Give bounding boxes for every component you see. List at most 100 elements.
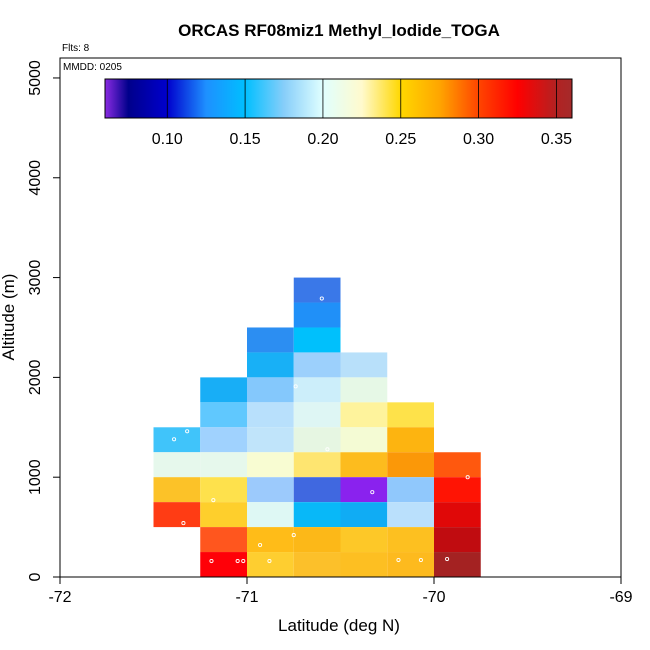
- x-axis: -72 -71 -70 -69: [48, 577, 633, 606]
- heatmap-cell: [247, 477, 294, 503]
- colorbar-tick-label: 0.20: [307, 131, 338, 148]
- heatmap-cell: [200, 452, 247, 478]
- sample-point: [211, 498, 216, 503]
- heatmap-cell: [387, 477, 434, 503]
- heatmap-cell: [200, 477, 247, 503]
- heatmap-cell: [293, 352, 341, 378]
- y-axis-label: Altitude (m): [0, 274, 18, 361]
- heatmap-cell: [200, 552, 247, 577]
- heatmap-cell: [200, 377, 247, 403]
- y-tick-label: 3000: [27, 260, 44, 296]
- heatmap-cell: [340, 452, 388, 478]
- heatmap-cell: [387, 527, 434, 553]
- heatmap-cell: [340, 402, 388, 428]
- heatmap-cell: [247, 327, 294, 353]
- flights-label: Flts: 8: [62, 43, 90, 54]
- heatmap-cell: [293, 427, 341, 453]
- x-axis-label: Latitude (deg N): [278, 616, 400, 635]
- heatmap-cell: [247, 402, 294, 428]
- heatmap-cell: [340, 552, 388, 577]
- heatmap-cell: [387, 502, 434, 528]
- y-tick-label: 2000: [27, 359, 44, 395]
- heatmap-cell: [247, 452, 294, 478]
- colorbar: 0.10 0.15 0.20 0.25 0.30 0.35: [104, 78, 573, 148]
- sample-point: [370, 490, 375, 495]
- colorbar-tick-label: 0.35: [541, 131, 572, 148]
- sample-point: [445, 556, 450, 562]
- heatmap-cell: [247, 502, 294, 528]
- heatmap-cell: [340, 527, 388, 553]
- y-axis: 0 1000 2000 3000 4000 5000: [27, 60, 60, 581]
- heatmap-cell: [340, 502, 388, 528]
- colorbar-tick-label: 0.25: [385, 131, 416, 148]
- heatmap-cell: [247, 377, 294, 403]
- heatmap-cell: [293, 552, 341, 577]
- heatmap-cell: [340, 427, 388, 453]
- sample-point: [465, 475, 470, 480]
- x-tick-label: -70: [422, 589, 445, 606]
- heatmap-cell: [247, 352, 294, 378]
- heatmap-cell: [200, 502, 247, 528]
- sample-point: [258, 543, 263, 548]
- heatmap-cell: [247, 427, 294, 453]
- x-tick-label: -72: [48, 589, 71, 606]
- colorbar-bar: [104, 78, 573, 119]
- heatmap-cell: [434, 527, 481, 553]
- y-tick-label: 1000: [27, 459, 44, 495]
- heatmap-cell: [247, 527, 294, 553]
- heatmap-cell: [153, 427, 201, 453]
- sample-point: [235, 558, 240, 564]
- heatmap-cell: [153, 477, 201, 503]
- sample-point: [396, 557, 401, 563]
- sample-point: [267, 558, 272, 564]
- x-tick-label: -71: [235, 589, 258, 606]
- heatmap-cell: [293, 302, 341, 328]
- y-tick-label: 4000: [27, 160, 44, 196]
- heatmap-cell: [200, 402, 247, 428]
- y-tick-label: 0: [27, 572, 44, 581]
- heatmap-cell: [387, 402, 434, 428]
- heatmap-cell: [387, 552, 434, 577]
- heatmap-cell: [293, 452, 341, 478]
- heatmap-cell: [387, 452, 434, 478]
- heatmap-cell: [434, 552, 481, 577]
- heatmap-cell: [200, 427, 247, 453]
- plot-frame: [59, 57, 622, 578]
- heatmap-cells: [153, 277, 481, 577]
- colorbar-tick-label: 0.15: [230, 131, 261, 148]
- colorbar-ticks: 0.10 0.15 0.20 0.25 0.30 0.35: [152, 79, 572, 148]
- sample-point: [291, 533, 296, 538]
- sample-point: [418, 557, 423, 563]
- heatmap-cell: [293, 277, 341, 303]
- heatmap-cell: [293, 502, 341, 528]
- sample-points: [172, 296, 470, 564]
- heatmap-cell: [434, 452, 481, 478]
- chart-title: ORCAS RF08miz1 Methyl_Iodide_TOGA: [178, 21, 500, 40]
- sample-point: [241, 558, 246, 564]
- heatmap-cell: [293, 477, 341, 503]
- colorbar-tick-label: 0.10: [152, 131, 183, 148]
- heatmap-cell: [293, 527, 341, 553]
- heatmap-cell: [293, 327, 341, 353]
- colorbar-tick-label: 0.30: [463, 131, 494, 148]
- heatmap-cell: [200, 527, 247, 553]
- sample-point: [181, 521, 186, 526]
- y-tick-label: 5000: [27, 60, 44, 96]
- sample-point: [319, 296, 324, 301]
- heatmap-cell: [293, 402, 341, 428]
- heatmap-cell: [153, 502, 201, 528]
- sample-point: [293, 384, 298, 389]
- date-label: MMDD: 0205: [63, 62, 122, 73]
- sample-point: [185, 429, 190, 434]
- heatmap-cell: [293, 377, 341, 403]
- heatmap-cell: [434, 477, 481, 503]
- heatmap-cell: [434, 502, 481, 528]
- heatmap-cell: [340, 477, 388, 503]
- x-tick-label: -69: [609, 589, 632, 606]
- sample-point: [172, 437, 177, 442]
- heatmap-cell: [340, 352, 388, 378]
- heatmap-cell: [340, 377, 388, 403]
- sample-point: [325, 447, 330, 452]
- heatmap-cell: [247, 552, 294, 577]
